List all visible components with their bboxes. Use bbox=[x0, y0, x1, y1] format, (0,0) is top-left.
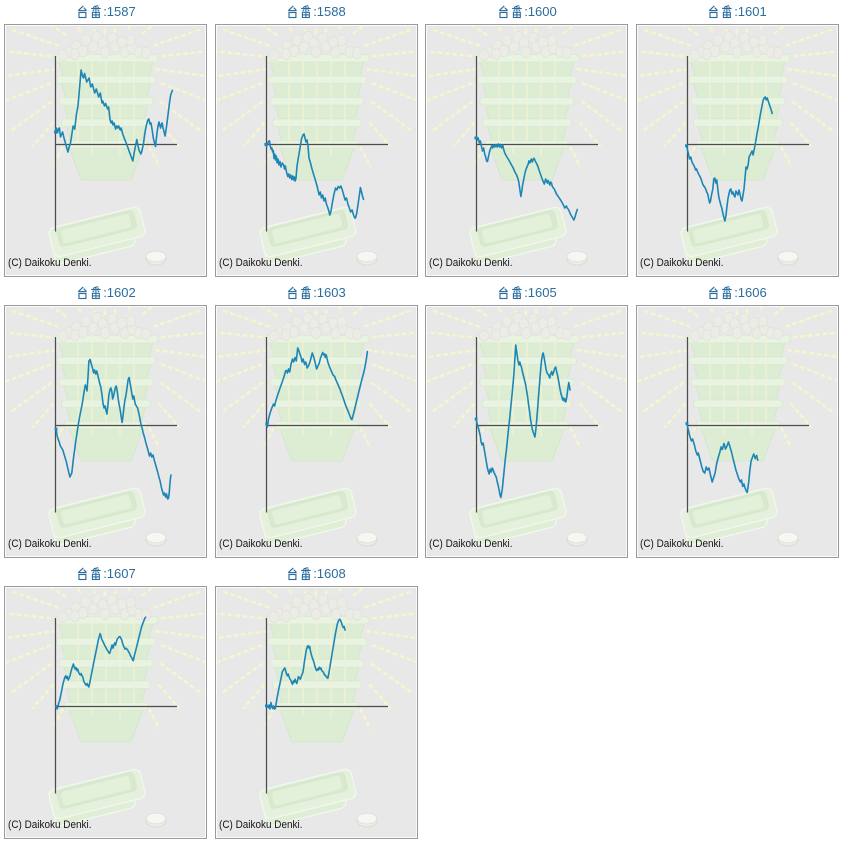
svg-text::1600: :1600 bbox=[524, 4, 557, 19]
svg-text::1588: :1588 bbox=[313, 4, 346, 19]
svg-text::1607: :1607 bbox=[103, 566, 136, 581]
svg-text:(C) Daikoku Denki.: (C) Daikoku Denki. bbox=[8, 819, 92, 831]
svg-text::1605: :1605 bbox=[524, 285, 557, 300]
svg-text:(C) Daikoku Denki.: (C) Daikoku Denki. bbox=[640, 538, 724, 550]
svg-text::1608: :1608 bbox=[313, 566, 346, 581]
svg-text:(C) Daikoku Denki.: (C) Daikoku Denki. bbox=[219, 257, 303, 269]
svg-text:(C) Daikoku Denki.: (C) Daikoku Denki. bbox=[8, 538, 92, 550]
svg-text::1606: :1606 bbox=[734, 285, 767, 300]
svg-text::1602: :1602 bbox=[103, 285, 136, 300]
svg-text::1587: :1587 bbox=[103, 4, 136, 19]
svg-text::1601: :1601 bbox=[734, 4, 767, 19]
svg-text:(C) Daikoku Denki.: (C) Daikoku Denki. bbox=[219, 538, 303, 550]
svg-text::1603: :1603 bbox=[313, 285, 346, 300]
svg-text:(C) Daikoku Denki.: (C) Daikoku Denki. bbox=[219, 819, 303, 831]
svg-text:(C) Daikoku Denki.: (C) Daikoku Denki. bbox=[429, 538, 513, 550]
svg-text:(C) Daikoku Denki.: (C) Daikoku Denki. bbox=[429, 257, 513, 269]
svg-text:(C) Daikoku Denki.: (C) Daikoku Denki. bbox=[640, 257, 724, 269]
svg-text:(C) Daikoku Denki.: (C) Daikoku Denki. bbox=[8, 257, 92, 269]
